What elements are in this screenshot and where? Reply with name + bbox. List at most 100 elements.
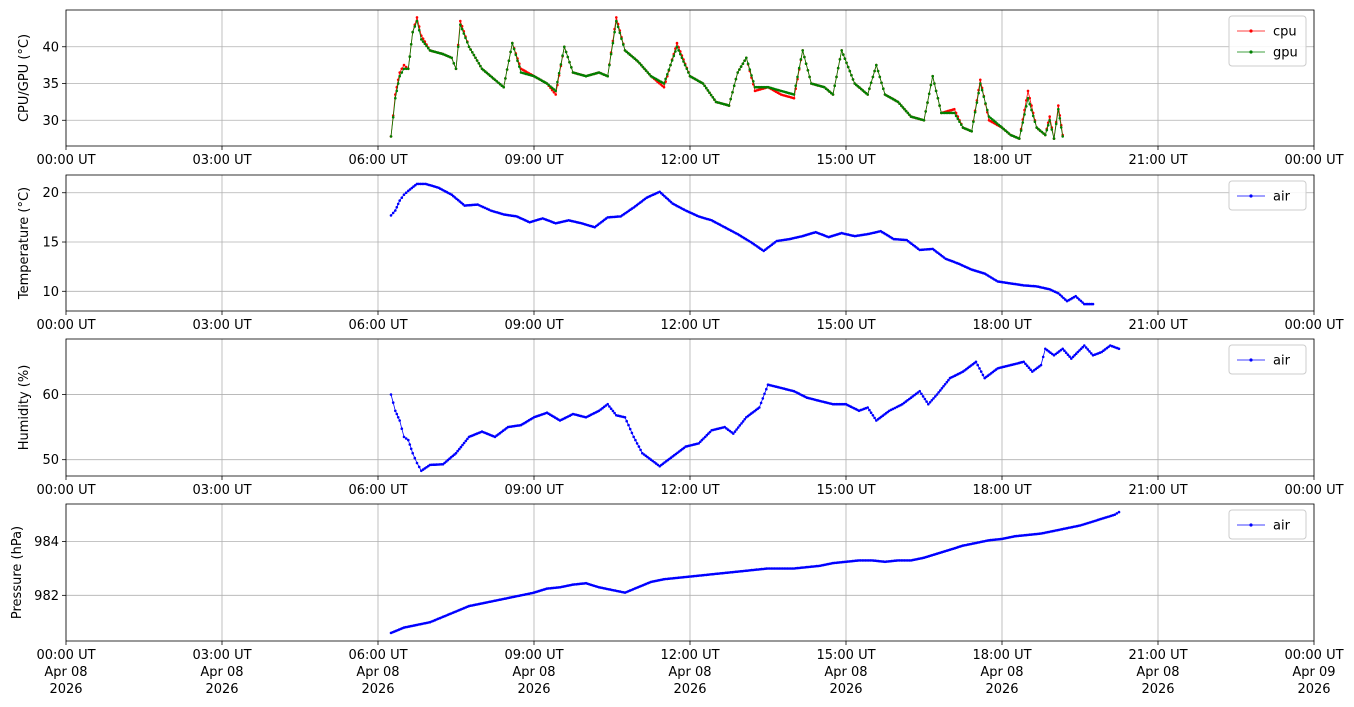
data-point xyxy=(421,40,425,43)
data-point xyxy=(407,189,410,193)
data-point xyxy=(1083,344,1086,347)
data-point xyxy=(452,62,456,65)
data-point xyxy=(1088,302,1091,306)
data-point xyxy=(394,209,397,212)
data-point xyxy=(1057,104,1060,107)
data-point xyxy=(930,399,934,402)
panel-3: 50 60 00:00 UT 03:00 UT 06:00 UT 09:00 UT 12:0… xyxy=(17,338,1344,498)
data-point xyxy=(417,182,421,186)
data-point xyxy=(1002,127,1005,131)
x-tick-label: 00:00 UT xyxy=(1284,648,1343,663)
x-tick-label: 18:00 UT xyxy=(972,153,1031,168)
data-point xyxy=(1088,350,1091,353)
y-axis-label: Pressure (hPa) xyxy=(10,526,25,619)
data-point xyxy=(415,19,419,23)
data-point xyxy=(469,48,472,51)
data-point xyxy=(396,82,400,85)
data-point xyxy=(554,93,557,96)
data-point xyxy=(979,82,982,85)
data-point xyxy=(1030,104,1033,107)
data-point xyxy=(808,75,811,79)
data-point xyxy=(929,83,933,87)
data-point xyxy=(391,401,395,404)
x-tick-label: 18:00 UT xyxy=(972,483,1031,498)
data-point xyxy=(1113,513,1116,516)
data-point xyxy=(701,82,705,85)
x-tick-date: Apr 08 xyxy=(200,665,243,680)
y-tick-label: 50 xyxy=(42,453,59,468)
x-tick-label: 15:00 UT xyxy=(816,648,875,663)
data-point xyxy=(848,69,852,73)
data-point xyxy=(636,60,640,63)
data-point xyxy=(713,98,716,101)
data-point xyxy=(765,387,768,391)
data-point xyxy=(945,380,949,384)
data-point xyxy=(635,442,639,445)
data-point xyxy=(502,85,506,89)
data-point xyxy=(1050,128,1054,131)
data-point xyxy=(1083,302,1086,306)
data-point xyxy=(1026,96,1030,100)
data-point xyxy=(833,84,836,87)
data-point xyxy=(608,63,611,67)
data-point xyxy=(398,199,402,202)
series-markers-air xyxy=(389,510,1121,635)
data-point xyxy=(620,37,623,40)
data-point xyxy=(1081,345,1084,349)
data-point xyxy=(823,85,826,89)
data-point xyxy=(408,55,412,58)
legend-marker xyxy=(1249,194,1253,198)
data-point xyxy=(1062,296,1065,300)
data-point xyxy=(398,419,402,422)
x-tick-year: 2026 xyxy=(517,682,550,697)
data-point xyxy=(408,443,412,446)
data-point xyxy=(1091,302,1095,306)
data-point xyxy=(395,89,399,93)
data-point xyxy=(826,88,830,92)
data-point xyxy=(876,69,880,73)
data-point xyxy=(662,85,666,89)
data-point xyxy=(467,45,471,49)
data-point xyxy=(666,73,669,76)
data-point xyxy=(420,38,423,41)
data-point xyxy=(504,77,507,80)
data-point xyxy=(1079,347,1083,351)
data-point xyxy=(923,397,927,401)
data-point xyxy=(563,45,566,49)
data-point xyxy=(404,67,408,71)
data-point xyxy=(417,465,421,469)
data-point xyxy=(936,96,940,100)
legend-box xyxy=(1228,344,1307,375)
data-point xyxy=(953,107,956,111)
data-point xyxy=(938,104,941,107)
y-tick-label: 40 xyxy=(42,40,59,55)
data-point xyxy=(413,456,417,460)
data-point xyxy=(729,97,732,101)
data-point xyxy=(1058,117,1062,120)
data-point xyxy=(475,59,479,62)
x-tick-date: Apr 08 xyxy=(668,665,711,680)
data-point xyxy=(1090,352,1093,355)
data-point xyxy=(703,84,706,88)
data-point xyxy=(906,399,909,402)
x-tick-label: 18:00 UT xyxy=(972,318,1031,333)
x-tick-label: 03:00 UT xyxy=(192,483,251,498)
data-point xyxy=(471,51,474,54)
data-point xyxy=(942,385,945,388)
data-point xyxy=(845,61,848,65)
data-point xyxy=(1025,364,1029,368)
data-point xyxy=(561,54,564,57)
data-point xyxy=(792,96,796,100)
data-point xyxy=(1061,347,1064,351)
data-point xyxy=(514,53,518,57)
x-tick-date: Apr 08 xyxy=(44,665,87,680)
data-point xyxy=(389,214,393,217)
data-point xyxy=(618,31,622,35)
data-point xyxy=(697,442,700,445)
data-point xyxy=(1000,126,1004,129)
data-point xyxy=(933,82,936,85)
data-point xyxy=(918,389,921,393)
data-point xyxy=(415,461,419,465)
data-point xyxy=(866,93,869,96)
x-tick-year: 2026 xyxy=(49,682,82,697)
